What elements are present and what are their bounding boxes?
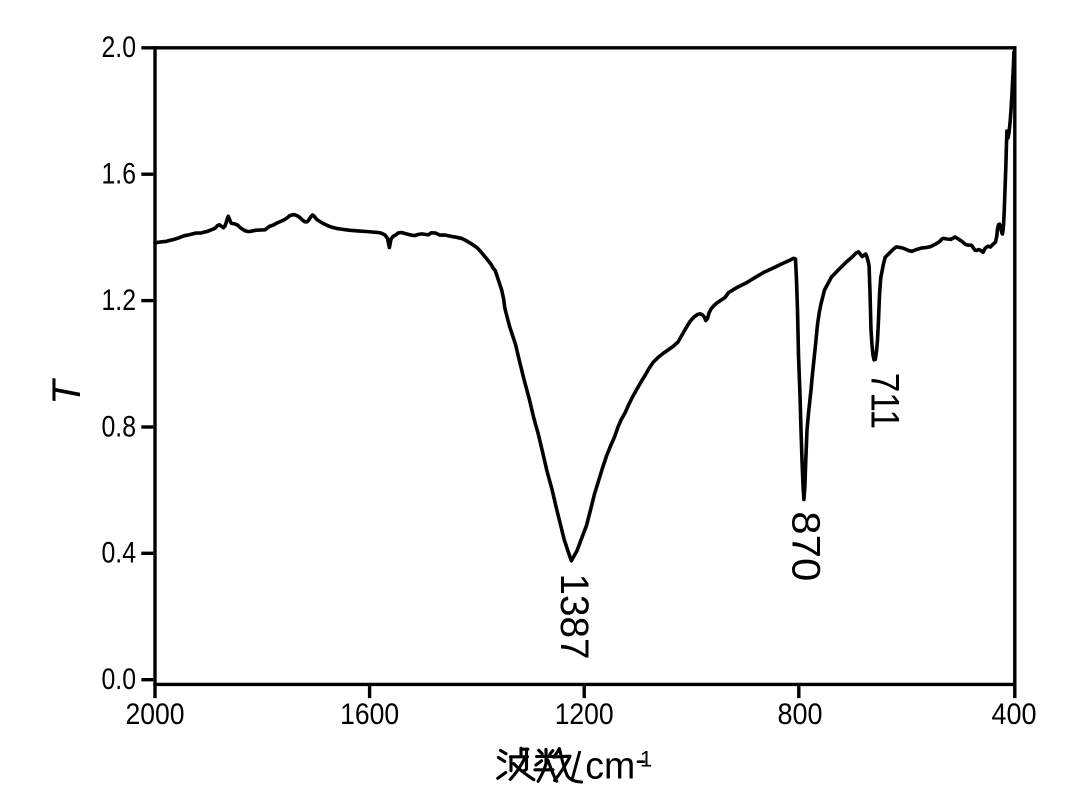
svg-text:/: / [571,746,582,788]
svg-text:2000: 2000 [126,698,185,731]
svg-text:870: 870 [783,511,827,581]
svg-text:1.6: 1.6 [102,158,137,191]
svg-text:1387: 1387 [552,574,596,660]
svg-text:0.8: 0.8 [102,410,137,443]
svg-text:400: 400 [992,698,1037,731]
svg-text:1: 1 [640,747,652,772]
svg-text:0.0: 0.0 [102,663,137,696]
svg-text:1600: 1600 [340,698,399,731]
svg-text:cm: cm [585,746,635,788]
svg-text:T: T [45,378,89,405]
svg-text:1.2: 1.2 [102,284,137,317]
svg-text:1200: 1200 [555,698,614,731]
svg-text:800: 800 [778,698,823,731]
svg-text:0.4: 0.4 [102,537,137,570]
svg-text:2.0: 2.0 [102,31,137,64]
svg-text:711: 711 [863,373,907,430]
